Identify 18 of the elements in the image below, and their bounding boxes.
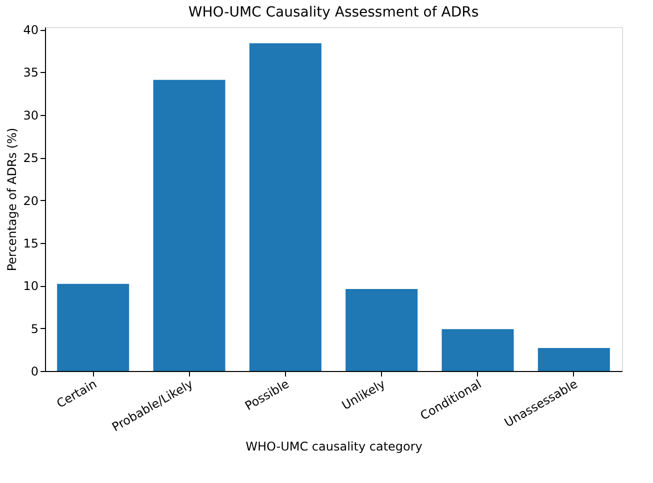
y-tick-label: 25 [23, 151, 38, 166]
bar [346, 289, 418, 371]
y-axis-title: Percentage of ADRs (%) [5, 128, 20, 272]
y-tick-label: 35 [23, 66, 38, 80]
y-tick-label: 5 [30, 322, 38, 336]
bar [249, 43, 322, 371]
y-tick-label: 20 [23, 194, 38, 208]
y-tick-label: 40 [23, 23, 38, 38]
y-tick-label: 0 [30, 364, 38, 378]
y-tick-label: 30 [23, 108, 38, 122]
y-tick-label: 10 [23, 279, 38, 294]
bar [538, 348, 610, 371]
bar [153, 80, 226, 371]
bar [442, 329, 514, 371]
x-axis-title: WHO-UMC causality category [246, 439, 422, 454]
chart-title: WHO-UMC Causality Assessment of ADRs [188, 4, 479, 21]
bar [57, 284, 130, 371]
y-tick-label: 15 [23, 236, 38, 250]
